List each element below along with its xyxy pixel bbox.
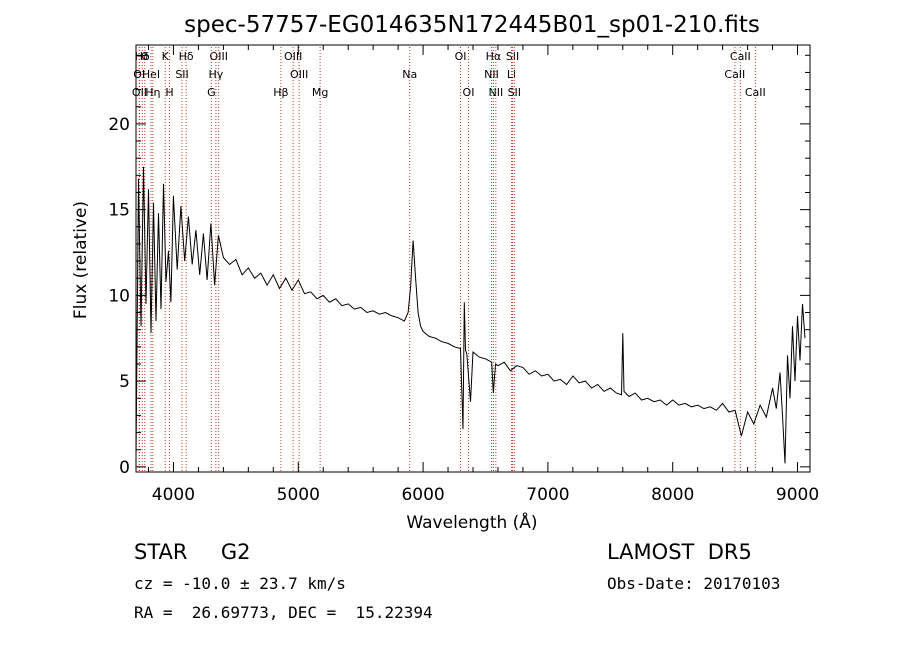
line-marker-label-0: Hδ — [135, 50, 150, 63]
x-tick-label: 4000 — [152, 485, 195, 505]
line-marker-label-22: NII — [488, 86, 503, 99]
line-marker-label-4: HeI — [142, 68, 160, 81]
line-marker-label-24: Li — [507, 68, 516, 81]
y-tick-label: 20 — [108, 115, 130, 135]
chart-title: spec-57757-EG014635N172445B01_sp01-210.f… — [184, 12, 760, 38]
line-marker-label-13: OIII — [284, 50, 302, 63]
line-marker-label-3: θ — [141, 50, 148, 63]
line-marker-label-17: Na — [402, 68, 417, 81]
line-marker-label-28: CaII — [745, 86, 766, 99]
line-marker-label-18: OI — [455, 50, 467, 63]
line-marker-label-23: SII — [506, 50, 519, 63]
x-tick-label: 9000 — [776, 485, 819, 505]
x-tick-label: 8000 — [651, 485, 694, 505]
y-tick-label: 0 — [119, 458, 130, 478]
line-marker-label-10: OIII — [210, 50, 228, 63]
y-tick-label: 10 — [108, 286, 130, 306]
line-marker-label-8: H — [165, 86, 173, 99]
coordinates: RA = 26.69773, DEC = 15.22394 — [134, 603, 433, 622]
line-marker-label-21: NII — [484, 68, 499, 81]
line-marker-label-14: OIII — [290, 68, 308, 81]
line-marker-label-6: K — [162, 50, 170, 63]
y-axis-label: Flux (relative) — [71, 201, 91, 319]
line-marker-label-5: Hη — [145, 86, 160, 99]
line-marker-label-15: Hβ — [273, 86, 288, 99]
object-class: STAR G2 — [134, 540, 251, 564]
x-axis-label: Wavelength (Å) — [406, 511, 537, 533]
x-tick-label: 6000 — [401, 485, 444, 505]
line-marker-label-9: Hδ — [179, 50, 194, 63]
line-marker-label-27: CaII — [724, 68, 745, 81]
emission-line-markers: HδOIOIIθHeIHηKSIIHHδOIIIHγGOIIIOIIIHβMgN… — [132, 47, 766, 471]
x-tick-label: 7000 — [526, 485, 569, 505]
line-marker-label-19: OI — [463, 86, 475, 99]
observation-date: Obs-Date: 20170103 — [607, 574, 781, 593]
x-axis: 4000 5000 6000 7000 8000 9000 — [147, 45, 819, 505]
y-tick-label: 15 — [108, 201, 130, 221]
spectrum-line — [135, 166, 806, 464]
line-marker-label-7: SII — [175, 68, 188, 81]
redshift-velocity: cz = -10.0 ± 23.7 km/s — [134, 574, 346, 593]
line-marker-label-16: Mg — [312, 86, 328, 99]
survey-name: LAMOST DR5 — [607, 540, 752, 564]
y-axis: 0 5 10 15 20 — [108, 54, 810, 478]
x-tick-label: 5000 — [277, 485, 320, 505]
plot-frame — [135, 44, 811, 473]
line-marker-label-26: CaII — [730, 50, 751, 63]
line-marker-label-12: G — [207, 86, 216, 99]
line-marker-label-11: Hγ — [208, 68, 223, 81]
line-marker-label-25: SII — [508, 86, 521, 99]
line-marker-label-20: Hα — [486, 50, 502, 63]
y-tick-label: 5 — [119, 372, 130, 392]
